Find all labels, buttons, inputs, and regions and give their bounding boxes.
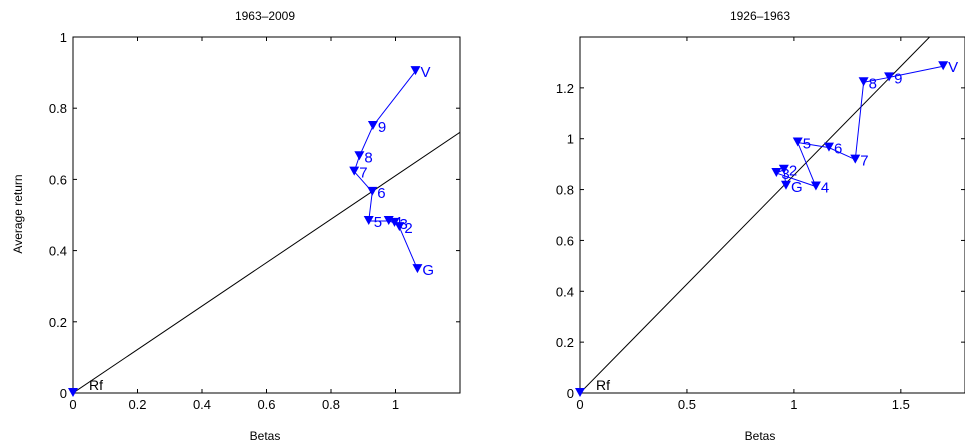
y-tick-label: 0.8 [49,101,67,116]
data-point-marker-3 [771,168,782,178]
y-tick-label: 0.2 [556,335,574,350]
data-point-marker-2 [778,164,789,174]
rf-marker [575,388,585,397]
data-point-label-8: 8 [364,149,372,166]
data-point-marker-5 [363,216,374,226]
chart-title: 1963–2009 [235,9,295,23]
data-point-marker-4 [383,216,394,226]
y-tick-label: 0.4 [556,284,574,299]
data-point-marker-3 [389,217,400,227]
plot-frame [579,36,965,394]
y-tick-label: 1 [567,132,574,147]
y-tick-label: 1.2 [556,81,574,96]
data-point-label-2: 2 [404,220,412,237]
rf-label: Rf [596,377,610,393]
x-axis-label: Betas [745,429,776,443]
rf-marker [68,388,78,397]
data-point-marker-9 [884,72,895,82]
data-point-label-4: 4 [821,180,829,197]
x-tick-label: 1 [392,397,399,412]
x-tick-label: 0.5 [678,397,696,412]
data-point-label-g: G [791,179,803,196]
chart-title: 1926–1963 [730,9,790,23]
y-tick-label: 0.6 [49,172,67,187]
data-point-marker-v [938,61,949,71]
data-point-marker-6 [367,186,378,196]
x-tick-label: 0.4 [193,397,211,412]
data-point-label-9: 9 [378,119,386,136]
y-tick-label: 0.2 [49,315,67,330]
data-point-label-5: 5 [803,136,811,153]
data-point-label-6: 6 [834,141,842,158]
data-point-label-7: 7 [359,165,367,182]
data-point-label-8: 8 [869,75,877,92]
data-point-label-3: 3 [400,216,408,233]
x-tick-label: 0 [576,397,583,412]
data-point-marker-v [410,66,421,76]
y-tick-label: 0.8 [556,183,574,198]
y-axis-label: Average return [11,174,25,253]
y-tick-label: 0 [60,386,67,401]
x-tick-label: 0 [69,397,76,412]
data-point-label-2: 2 [789,163,797,180]
data-point-label-6: 6 [377,185,385,202]
x-tick-label: 1.5 [892,397,910,412]
data-point-label-v: V [420,64,430,81]
data-point-label-7: 7 [860,153,868,170]
data-point-marker-9 [367,121,378,130]
data-point-marker-7 [349,166,360,176]
data-point-marker-5 [792,137,803,147]
series-line [774,65,944,188]
data-point-label-g: G [422,262,434,279]
data-point-label-9: 9 [894,70,902,87]
chart-left-1963-2009: 1963–2009 Betas Average return 0 0.2 0.4 0.… [11,9,461,443]
data-point-label-v: V [948,59,958,76]
y-tick-label: 0 [567,386,574,401]
x-tick-label: 1 [790,397,797,412]
data-point-label-5: 5 [374,214,382,231]
reference-line [73,131,460,393]
x-tick-label: 0.6 [257,397,275,412]
data-point-marker-8 [354,151,365,161]
data-point-marker-7 [850,154,861,164]
x-tick-label: 0.8 [322,397,340,412]
x-axis-label: Betas [250,429,281,443]
data-point-marker-8 [858,77,869,87]
chart-right-1926-1963: 1926–1963 Betas 0 0.5 1 1.5 0 0.2 0.4 0.6 0.8 1 1.… [556,9,965,443]
y-tick-label: 0.4 [49,244,67,259]
data-point-marker-6 [823,142,834,152]
data-point-label-4: 4 [394,214,402,231]
y-tick-label: 1 [60,30,67,45]
data-point-label-3: 3 [781,166,789,183]
x-tick-label: 0.2 [128,397,146,412]
rf-label: Rf [89,377,103,393]
data-point-marker-g [412,264,423,274]
y-tick-label: 0.6 [556,233,574,248]
data-point-marker-4 [810,181,821,191]
data-point-marker-2 [394,222,405,232]
reference-line [580,37,931,393]
data-point-marker-g [780,180,791,190]
